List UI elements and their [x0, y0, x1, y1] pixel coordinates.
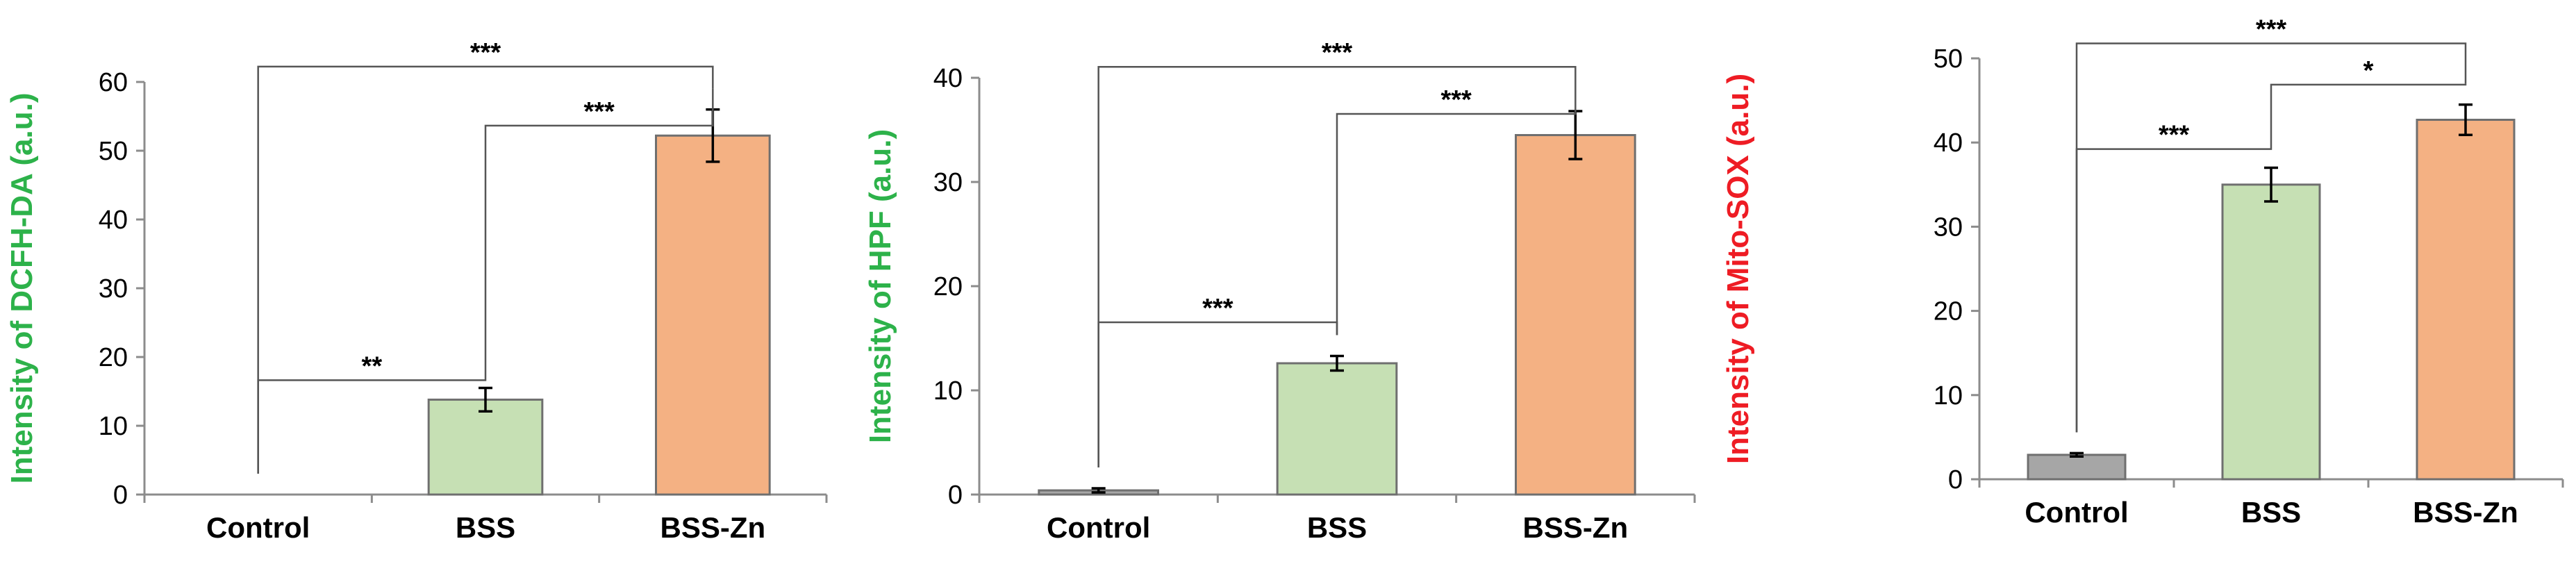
significance-bracket-line — [2075, 42, 2467, 433]
y-axis-label: Intensity of Mito-SOX (a.u.) — [1721, 74, 1755, 464]
error-bar-bss — [2264, 166, 2278, 203]
y-tick-label-40: 40 — [933, 64, 963, 93]
y-tick-label-10: 10 — [1934, 381, 1963, 410]
significance-bracket: *** — [1097, 38, 1577, 467]
chart-panel-hpf: 0 10 20 30 40 Control BSS BSS-Zn *** *** *** Intens… — [854, 0, 1702, 564]
bar-bss — [1276, 362, 1398, 496]
significance-label: *** — [2256, 15, 2287, 44]
significance-bracket-line — [1336, 90, 1577, 335]
y-tick-label-50: 50 — [1934, 44, 1963, 74]
y-axis-label: Intensity of HPF (a.u.) — [863, 129, 897, 443]
y-tick-label-0: 0 — [113, 481, 128, 510]
y-tick-label-20: 20 — [1934, 297, 1963, 326]
x-tick-label-bss-zn: BSS-Zn — [1523, 511, 1629, 544]
y-tick-label-60: 60 — [99, 68, 128, 97]
x-tick-label-control: Control — [206, 511, 310, 544]
y-tick-label-10: 10 — [933, 376, 963, 406]
bar-bss-zn — [1515, 134, 1636, 496]
y-tick-label-50: 50 — [99, 137, 128, 166]
significance-label: * — [2363, 56, 2374, 85]
x-tick-label-bss: BSS — [1307, 511, 1367, 544]
chart-panel-mito-sox: 0 10 20 30 40 50 Control BSS BSS-Zn *** * *** Intens… — [1709, 0, 2576, 564]
bar-control — [2027, 454, 2127, 481]
chart-hpf: 0 10 20 30 40 Control BSS BSS-Zn *** *** *** Intens… — [863, 38, 1696, 544]
significance-label: *** — [2159, 121, 2190, 150]
bar-bss — [427, 398, 544, 496]
y-tick-label-0: 0 — [948, 481, 963, 510]
significance-label: *** — [1202, 294, 1233, 323]
y-axis-label: Intensity of DCFH-DA (a.u.) — [5, 93, 39, 484]
y-tick-label-20: 20 — [933, 272, 963, 301]
x-tick-label-control: Control — [2025, 496, 2128, 529]
x-tick-label-bss-zn: BSS-Zn — [660, 511, 766, 544]
y-tick-label-40: 40 — [99, 206, 128, 235]
bar-bss-zn — [2416, 118, 2516, 481]
y-tick-label-30: 30 — [99, 274, 128, 304]
error-bar-bss — [479, 386, 492, 413]
y-tick-label-30: 30 — [1934, 213, 1963, 242]
significance-bracket-line — [257, 65, 714, 474]
error-bar-control — [1091, 487, 1106, 494]
x-tick-label-bss: BSS — [2241, 496, 2301, 529]
significance-label: ** — [362, 351, 383, 381]
bar-bss-zn — [655, 134, 771, 496]
x-tick-label-control: Control — [1047, 511, 1150, 544]
significance-bracket-line — [484, 88, 714, 367]
y-tick-label-20: 20 — [99, 343, 128, 372]
chart-panel-dcfh-da: 0 10 20 30 40 50 60 Control BSS BSS-Zn ** *** *** Int… — [0, 0, 847, 564]
significance-bracket: *** — [1336, 85, 1577, 335]
significance-label: *** — [1440, 85, 1472, 115]
error-bar-bss — [1330, 354, 1344, 372]
y-tick-label-10: 10 — [99, 412, 128, 441]
significance-bracket: *** — [484, 88, 714, 367]
significance-bracket: * — [2270, 56, 2467, 147]
x-tick-label-bss: BSS — [456, 511, 515, 544]
significance-label: *** — [583, 97, 615, 126]
significance-bracket-line — [1097, 65, 1577, 467]
error-bar-control — [2070, 451, 2084, 458]
error-bar-bss-zn — [2459, 103, 2473, 137]
y-tick-label-30: 30 — [933, 168, 963, 197]
bar-bss — [2221, 183, 2321, 481]
x-tick-label-bss-zn: BSS-Zn — [2413, 496, 2518, 529]
significance-label: *** — [1322, 38, 1353, 67]
significance-label: *** — [470, 38, 501, 67]
y-tick-label-40: 40 — [1934, 128, 1963, 158]
significance-bracket: *** — [257, 38, 714, 474]
y-tick-label-0: 0 — [1948, 465, 1963, 495]
significance-bracket-line — [2270, 83, 2467, 147]
significance-bracket: *** — [2075, 15, 2467, 433]
